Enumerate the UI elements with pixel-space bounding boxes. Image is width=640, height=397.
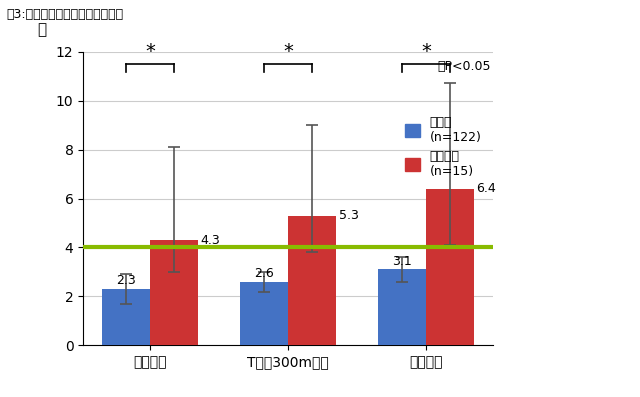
Text: 2.6: 2.6 [254, 267, 274, 280]
Text: 日: 日 [38, 22, 47, 37]
Text: 2.3: 2.3 [116, 274, 136, 287]
Bar [150, 240, 198, 345]
Text: 3.1: 3.1 [392, 254, 412, 268]
Text: 5.3: 5.3 [339, 209, 358, 222]
Legend: 達成群
(n=122), 非達成群
(n=15): 達成群 (n=122), 非達成群 (n=15) [399, 111, 486, 183]
Text: *: * [283, 42, 293, 62]
Bar [288, 216, 336, 345]
Bar [426, 189, 474, 345]
Bar [240, 282, 288, 345]
Bar [378, 270, 426, 345]
Text: ＊P<0.05: ＊P<0.05 [437, 60, 491, 73]
Bar [102, 289, 150, 345]
Text: 図3:理学療法アウトカム獲得日数: 図3:理学療法アウトカム獲得日数 [6, 8, 124, 21]
Text: 6.4: 6.4 [477, 182, 497, 195]
Text: *: * [421, 42, 431, 62]
Text: 4.3: 4.3 [201, 233, 221, 247]
Text: *: * [145, 42, 155, 62]
